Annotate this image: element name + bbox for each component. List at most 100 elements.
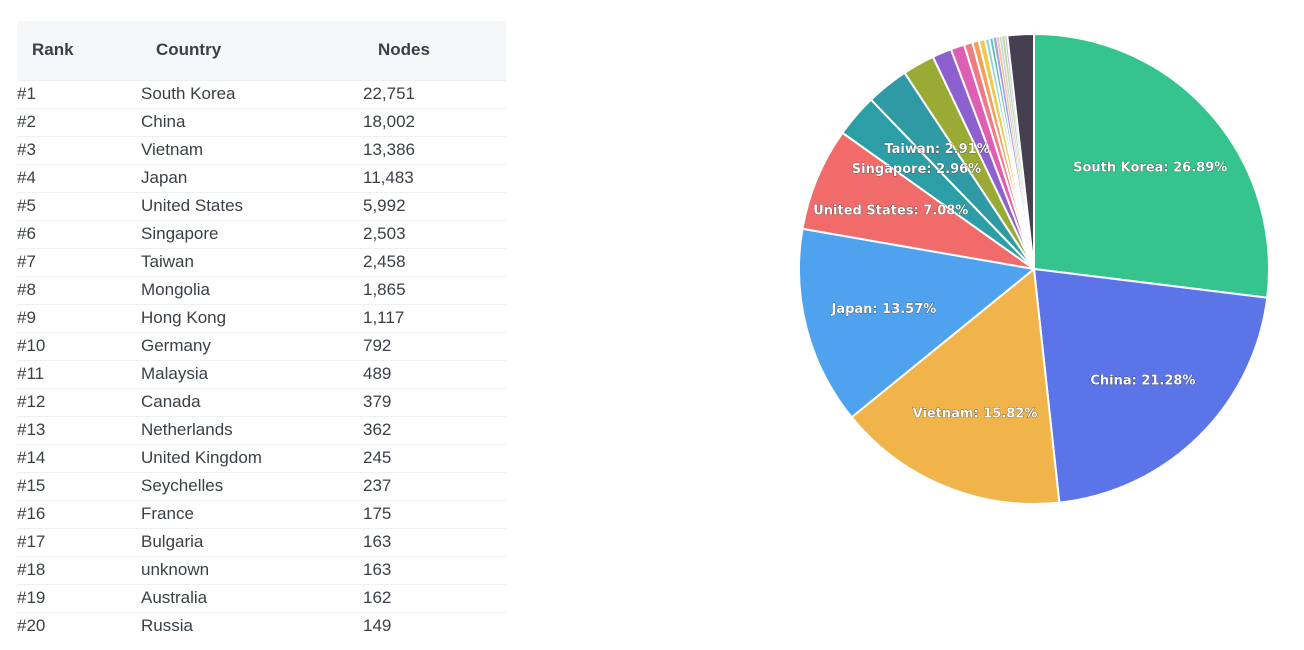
- rank-cell: #14: [17, 444, 141, 473]
- table-row: #12 Canada 379: [17, 388, 506, 417]
- pie-slice-label: South Korea: 26.89%: [1073, 160, 1227, 175]
- country-cell: unknown: [141, 556, 363, 585]
- rank-cell: #5: [17, 192, 141, 221]
- rank-cell: #10: [17, 332, 141, 361]
- country-cell: Seychelles: [141, 472, 363, 501]
- pie-slice-label: China: 21.28%: [1090, 374, 1195, 389]
- nodes-cell: 175: [363, 500, 506, 529]
- country-cell: Malaysia: [141, 360, 363, 389]
- table-row: #9 Hong Kong 1,117: [17, 304, 506, 333]
- table-row: #11 Malaysia 489: [17, 360, 506, 389]
- table-row: #13 Netherlands 362: [17, 416, 506, 445]
- rank-cell: #9: [17, 304, 141, 333]
- nodes-cell: 5,992: [363, 192, 506, 221]
- pie-slice-label: Taiwan: 2.91%: [884, 142, 989, 157]
- rank-cell: #8: [17, 276, 141, 305]
- nodes-pie-chart: South Korea: 26.89% China: 21.28% Vietnam:…: [798, 32, 1270, 505]
- nodes-cell: 245: [363, 444, 506, 473]
- country-cell: France: [141, 500, 363, 529]
- country-cell: Hong Kong: [141, 304, 363, 333]
- country-cell: South Korea: [141, 80, 363, 109]
- nodes-cell: 2,458: [363, 248, 506, 277]
- country-cell: Taiwan: [141, 248, 363, 277]
- rank-cell: #19: [17, 584, 141, 613]
- table-row: #1 South Korea 22,751: [17, 80, 506, 109]
- rank-cell: #7: [17, 248, 141, 277]
- table-row: #3 Vietnam 13,386: [17, 136, 506, 165]
- table-row: #16 France 175: [17, 500, 506, 529]
- country-cell: Russia: [141, 616, 193, 635]
- nodes-cell: 18,002: [363, 108, 506, 137]
- pie-slice-label: United States: 7.08%: [813, 203, 968, 218]
- country-cell: China: [141, 108, 363, 137]
- table-row: #6 Singapore 2,503: [17, 220, 506, 249]
- rank-cell: #12: [17, 388, 141, 417]
- rank-cell: #17: [17, 528, 141, 557]
- rank-cell: #16: [17, 500, 141, 529]
- table-row: #5 United States 5,992: [17, 192, 506, 221]
- nodes-cell: 489: [363, 360, 506, 389]
- table-row: #2 China 18,002: [17, 108, 506, 137]
- country-cell: Vietnam: [141, 136, 363, 165]
- table-row: #8 Mongolia 1,865: [17, 276, 506, 305]
- rank-cell: #15: [17, 472, 141, 501]
- country-cell: United Kingdom: [141, 444, 363, 473]
- pie-slice-other[interactable]: [1006, 32, 1035, 270]
- nodes-cell: 1,117: [363, 304, 506, 333]
- table-row: #19 Australia 162: [17, 584, 506, 613]
- pie-slice-vietnam[interactable]: [850, 267, 1061, 505]
- pie-slice-united-states[interactable]: [801, 131, 1035, 270]
- nodes-column-header[interactable]: Nodes: [363, 21, 506, 81]
- nodes-cell: 22,751: [363, 80, 506, 109]
- pie-slice-label: Vietnam: 15.82%: [913, 406, 1038, 421]
- pie-slice-label: Japan: 13.57%: [830, 302, 936, 317]
- table-row: #14 United Kingdom 245: [17, 444, 506, 473]
- pie-slice-label: Singapore: 2.96%: [852, 162, 981, 177]
- rank-cell: #11: [17, 360, 141, 389]
- rank-cell: #18: [17, 556, 141, 585]
- nodes-cell: 1,865: [363, 276, 506, 305]
- nodes-cell: 149: [363, 616, 392, 635]
- pie-chart-container: South Korea: 26.89% China: 21.28% Vietnam:…: [760, 0, 1304, 540]
- rank-cell: #4: [17, 164, 141, 193]
- rank-cell: #13: [17, 416, 141, 445]
- nodes-cell: 379: [363, 388, 506, 417]
- nodes-cell: 163: [363, 556, 506, 585]
- nodes-table-container: Rank Country Nodes #1 South Korea 22,751 #2…: [17, 21, 506, 640]
- rank-column-header[interactable]: Rank: [17, 21, 141, 81]
- table-body: #1 South Korea 22,751 #2 China 18,002 #3 Vietna…: [17, 80, 506, 640]
- rank-cell: #6: [17, 220, 141, 249]
- rank-cell: #3: [17, 136, 141, 165]
- nodes-cell: 162: [363, 584, 506, 613]
- country-cell: Germany: [141, 332, 363, 361]
- pie-slice-china[interactable]: [1032, 267, 1269, 504]
- rank-cell: #1: [17, 80, 141, 109]
- country-cell: Netherlands: [141, 416, 363, 445]
- nodes-cell: 792: [363, 332, 506, 361]
- nodes-cell: 237: [363, 472, 506, 501]
- table-header-row: Rank Country Nodes: [17, 21, 506, 81]
- nodes-cell: 13,386: [363, 136, 506, 165]
- table-row: #4 Japan 11,483: [17, 164, 506, 193]
- table-row: #18 unknown 163: [17, 556, 506, 585]
- nodes-by-country-table: Rank Country Nodes #1 South Korea 22,751 #2…: [17, 21, 506, 640]
- table-row: #15 Seychelles 237: [17, 472, 506, 501]
- table-row: #10 Germany 792: [17, 332, 506, 361]
- rank-cell: #2: [17, 108, 141, 137]
- country-cell: Singapore: [141, 220, 363, 249]
- pie-slice-japan[interactable]: [798, 227, 1037, 419]
- country-cell: Mongolia: [141, 276, 363, 305]
- table-row: #7 Taiwan 2,458: [17, 248, 506, 277]
- pie-slice-south-korea[interactable]: [1033, 32, 1270, 299]
- rank-cell: #20: [17, 616, 46, 635]
- country-column-header[interactable]: Country: [141, 21, 363, 81]
- country-cell: Australia: [141, 584, 363, 613]
- country-cell: Japan: [141, 164, 363, 193]
- nodes-cell: 11,483: [363, 164, 506, 193]
- table-row: #17 Bulgaria 163: [17, 528, 506, 557]
- country-cell: Bulgaria: [141, 528, 363, 557]
- country-cell: United States: [141, 192, 363, 221]
- nodes-cell: 2,503: [363, 220, 506, 249]
- nodes-cell: 362: [363, 416, 506, 445]
- nodes-cell: 163: [363, 528, 506, 557]
